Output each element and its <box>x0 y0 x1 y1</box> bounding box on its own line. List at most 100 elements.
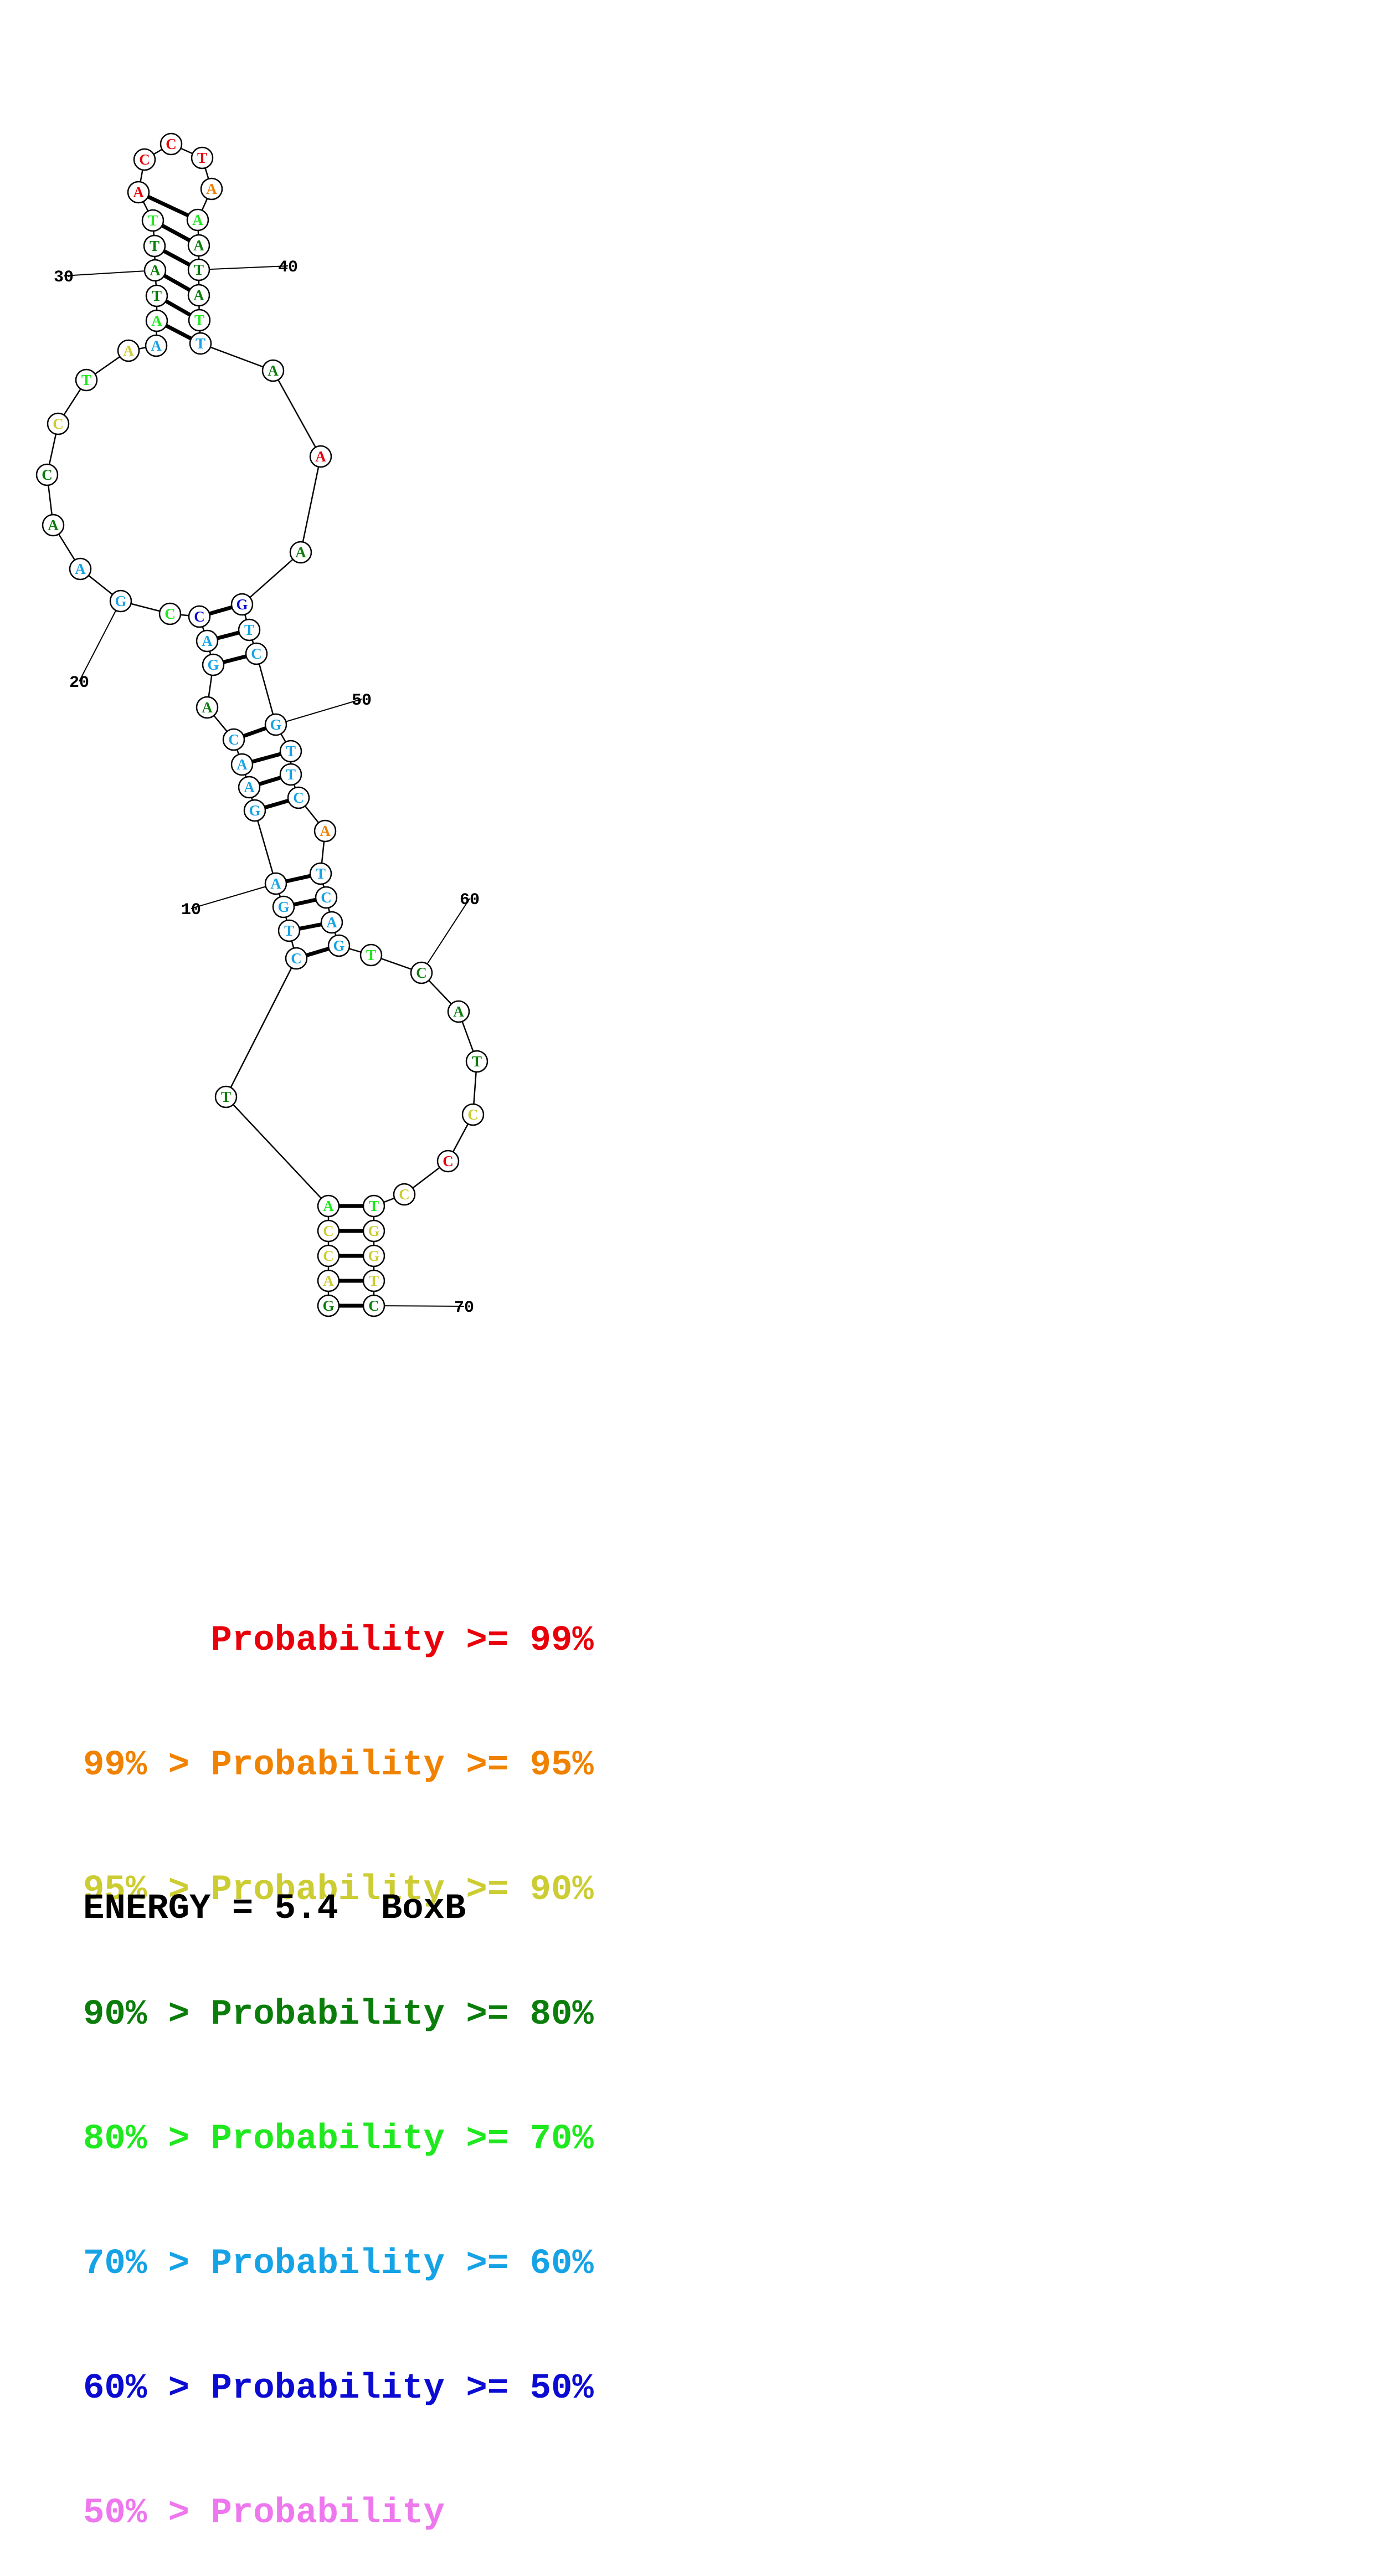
nucleotide-base: C <box>228 731 239 748</box>
nucleotide-27: A <box>145 334 168 357</box>
nucleotide-circle <box>69 557 92 581</box>
nucleotide-64: C <box>436 1150 460 1173</box>
nucleotide-19: C <box>158 602 182 625</box>
position-label-20: 20 <box>69 674 89 692</box>
nucleotide-base: C <box>291 950 302 967</box>
nucleotide-circle <box>214 1085 238 1109</box>
nucleotide-circle <box>362 1244 385 1268</box>
nucleotide-base: C <box>164 605 176 622</box>
nucleotide-base: A <box>320 823 331 839</box>
nucleotide-circle <box>317 1194 340 1218</box>
nucleotide-circle <box>133 148 156 171</box>
nucleotide-circle <box>143 259 167 282</box>
nucleotide-circle <box>191 146 214 170</box>
legend-line-60: 70% > Probability >= 60% <box>83 2244 594 2284</box>
nucleotide-61: A <box>447 1000 470 1023</box>
nucleotide-circle <box>196 696 219 719</box>
nucleotide-31: T <box>143 234 166 258</box>
nucleotide-base: C <box>416 964 427 981</box>
nucleotide-circle <box>317 1294 340 1317</box>
nucleotide-base: A <box>202 633 213 649</box>
nucleotide-circle <box>315 886 338 909</box>
nucleotide-base: A <box>151 312 162 329</box>
nucleotide-circle <box>143 234 166 258</box>
nucleotide-base: G <box>236 596 248 613</box>
label-tick-60 <box>421 898 470 973</box>
nucleotide-38: A <box>186 208 209 232</box>
energy-label: ENERGY = 5.4 BoxB <box>83 1889 466 1929</box>
nucleotide-base: T <box>369 1198 379 1214</box>
nucleotide-base: A <box>48 517 59 533</box>
nucleotide-base: C <box>323 1223 334 1239</box>
legend-line-95: 99% > Probability >= 95% <box>83 1746 594 1785</box>
nucleotide-26: A <box>117 339 140 362</box>
nucleotide-circle <box>362 1194 385 1218</box>
nucleotide-circle <box>327 934 351 957</box>
nucleotide-circle <box>279 740 302 763</box>
nucleotide-base: A <box>315 448 326 465</box>
nucleotide-base: A <box>150 262 161 279</box>
nucleotide-base: G <box>322 1297 334 1314</box>
nucleotide-circle <box>393 1183 416 1206</box>
nucleotide-circle <box>145 309 168 332</box>
nucleotide-36: T <box>191 146 214 170</box>
nucleotide-59: T <box>359 943 383 967</box>
nucleotide-base: A <box>151 337 162 354</box>
nucleotide-5: A <box>317 1194 340 1218</box>
legend-line-80: 90% > Probability >= 80% <box>83 1995 594 2035</box>
legend-line-90: 95% > Probability >= 90% <box>83 1870 594 1910</box>
nucleotide-39: A <box>187 234 210 257</box>
nucleotide-circle <box>158 602 182 625</box>
nucleotide-44: A <box>261 359 285 382</box>
nucleotide-circle <box>287 786 310 809</box>
legend-line-99: Probability >= 99% <box>83 1621 594 1661</box>
nucleotide-circle <box>188 309 211 332</box>
nucleotide-circle <box>289 541 312 564</box>
nucleotide-base: T <box>197 150 207 166</box>
nucleotide-12: A <box>238 776 261 799</box>
nucleotide-base: T <box>286 766 296 783</box>
nucleotide-base: G <box>270 716 281 733</box>
nucleotide-base: A <box>202 699 213 716</box>
nucleotide-circle <box>230 753 254 776</box>
nucleotide-base: A <box>244 779 255 796</box>
nucleotide-15: A <box>196 696 219 719</box>
nucleotide-base: A <box>268 362 279 379</box>
nucleotide-28: A <box>145 309 168 332</box>
nucleotide-42: T <box>188 309 211 332</box>
nucleotide-circle <box>309 445 332 468</box>
nucleotide-14: C <box>222 728 245 751</box>
nucleotide-circle <box>117 339 140 362</box>
nucleotide-9: G <box>272 895 295 918</box>
nucleotide-circle <box>359 943 383 967</box>
nucleotide-circle <box>238 618 261 642</box>
nucleotide-circle <box>317 1219 340 1243</box>
nucleotide-circle <box>75 368 98 392</box>
nucleotide-21: A <box>69 557 92 581</box>
nucleotide-circle <box>465 1050 488 1073</box>
position-label-30: 30 <box>54 268 74 287</box>
nucleotide-base: A <box>270 875 281 892</box>
nucleotide-circle <box>127 181 150 204</box>
nucleotide-base: A <box>236 756 248 773</box>
nucleotide-base: C <box>399 1186 410 1203</box>
label-tick-10 <box>191 883 276 909</box>
nucleotide-1: G <box>317 1294 340 1317</box>
nucleotide-33: A <box>127 181 150 204</box>
base-pairs <box>137 190 374 1308</box>
nucleotide-circle <box>447 1000 470 1023</box>
label-tick-20 <box>79 601 121 682</box>
nucleotide-base: G <box>115 593 126 609</box>
nucleotide-circle <box>317 1244 340 1268</box>
nucleotide-35: C <box>160 132 183 156</box>
nucleotide-7: C <box>285 947 308 970</box>
nucleotide-circle <box>222 728 245 751</box>
nucleotide-base: A <box>323 1272 334 1289</box>
nucleotide-base: T <box>221 1089 231 1105</box>
nucleotide-base: C <box>321 889 332 906</box>
nucleotide-circle <box>160 132 183 156</box>
backbone-line <box>46 143 478 1306</box>
nucleotide-circle <box>362 1294 385 1317</box>
nucleotide-circle <box>243 799 266 822</box>
nucleotide-base: A <box>453 1003 464 1020</box>
